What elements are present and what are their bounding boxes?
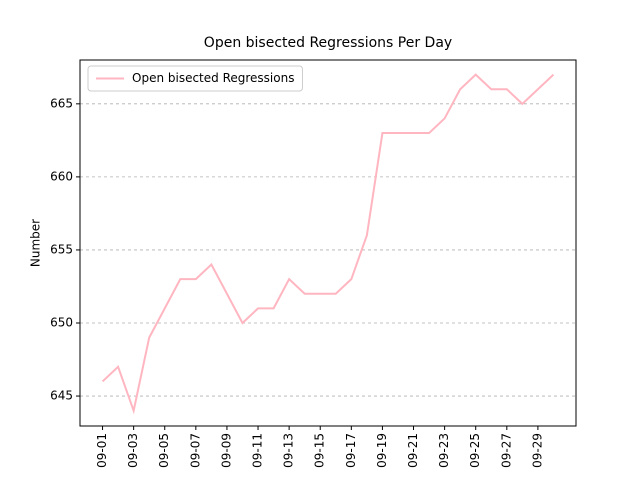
x-tick-label: 09-15 [313,433,327,468]
x-tick-label: 09-01 [95,433,109,468]
x-tick-label: 09-23 [437,433,451,468]
y-axis-label: Number [29,219,43,267]
x-tick-label: 09-21 [406,433,420,468]
x-tick-label: 09-27 [499,433,513,468]
x-tick-label: 09-17 [344,433,358,468]
legend: Open bisected Regressions [87,65,303,92]
x-tick-label: 09-11 [251,433,265,468]
y-tick-label: 655 [50,242,73,256]
legend-label: Open bisected Regressions [132,71,294,85]
data-line [101,73,555,415]
chart-title: Open bisected Regressions Per Day [204,35,452,51]
x-tick-label: 09-09 [219,433,233,468]
y-tick-label: 645 [50,389,73,403]
y-tick-label: 660 [50,169,73,183]
y-tick-label: 650 [50,315,73,329]
x-tick-label: 09-05 [157,433,171,468]
x-tick-label: 09-03 [126,433,140,468]
plot-frame [79,59,577,427]
x-tick-label: 09-19 [375,433,389,468]
y-tick-label: 665 [50,96,73,110]
legend-box [87,65,303,92]
x-tick-label: 09-25 [468,433,482,468]
x-tick-label: 09-13 [282,433,296,468]
x-tick-label: 09-07 [188,433,202,468]
x-tick-label: 09-29 [530,433,544,468]
